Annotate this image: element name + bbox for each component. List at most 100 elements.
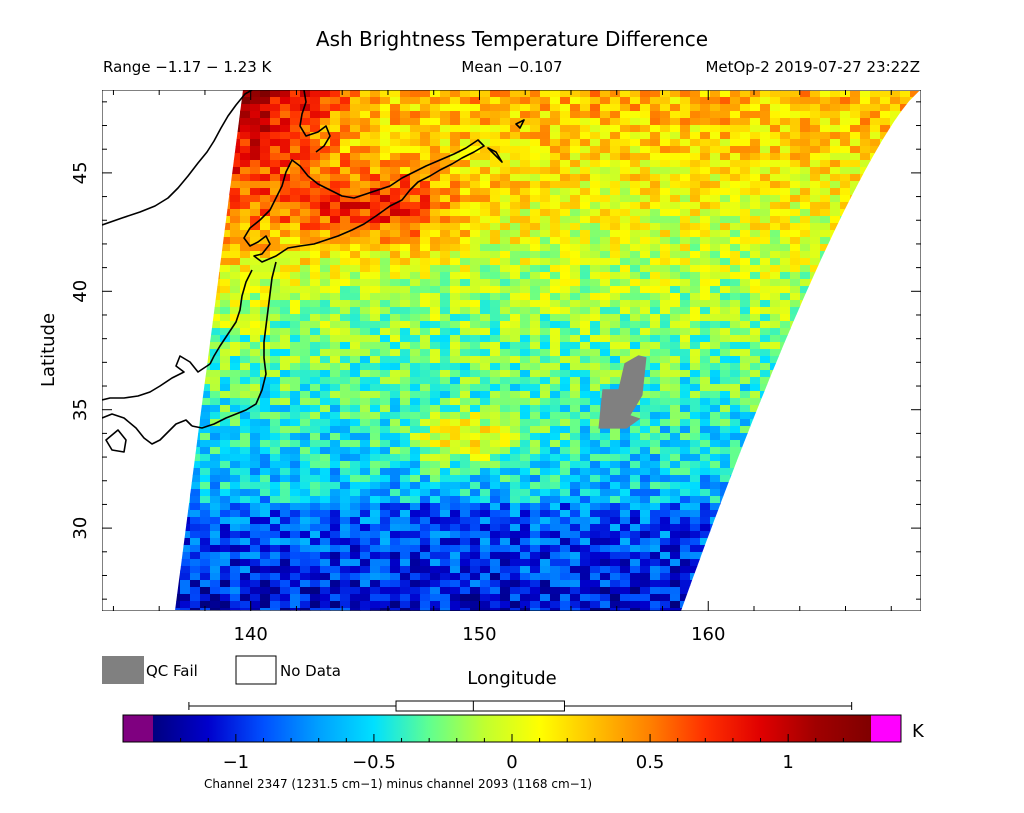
heatmap-cell — [680, 342, 691, 350]
heatmap-cell — [320, 90, 331, 98]
heatmap-cell — [650, 209, 661, 217]
heatmap-cell — [260, 90, 271, 98]
heatmap-cell — [450, 489, 461, 497]
heatmap-cell — [330, 377, 341, 385]
heatmap-cell — [320, 391, 331, 399]
heatmap-cell — [460, 524, 471, 532]
heatmap-cell — [430, 552, 441, 560]
heatmap-cell — [210, 608, 221, 611]
heatmap-cell — [630, 279, 641, 287]
heatmap-cell — [680, 146, 691, 154]
heatmap-cell — [810, 132, 821, 140]
heatmap-cell — [840, 139, 851, 147]
heatmap-cell — [420, 237, 431, 245]
heatmap-cell — [700, 370, 711, 378]
heatmap-cell — [200, 587, 211, 595]
heatmap-cell — [590, 517, 601, 525]
heatmap-cell — [380, 202, 391, 210]
heatmap-cell — [710, 188, 721, 196]
heatmap-cell — [520, 167, 531, 175]
heatmap-cell — [710, 454, 721, 462]
heatmap-cell — [670, 181, 681, 189]
heatmap-cell — [410, 279, 421, 287]
heatmap-cell — [350, 489, 361, 497]
heatmap-cell — [230, 377, 241, 385]
heatmap-cell — [300, 230, 311, 238]
heatmap-cell — [540, 111, 551, 119]
heatmap-cell — [630, 125, 641, 133]
heatmap-cell — [450, 552, 461, 560]
heatmap-cell — [310, 307, 321, 315]
heatmap-cell — [290, 195, 301, 203]
heatmap-cell — [770, 160, 781, 168]
heatmap-cell — [590, 90, 601, 98]
heatmap-cell — [260, 160, 271, 168]
heatmap-cell — [740, 356, 751, 364]
heatmap-cell — [500, 111, 511, 119]
heatmap-cell — [720, 279, 731, 287]
heatmap-cell — [750, 216, 761, 224]
heatmap-cell — [480, 209, 491, 217]
heatmap-cell — [420, 342, 431, 350]
heatmap-cell — [490, 104, 501, 112]
heatmap-cell — [320, 356, 331, 364]
heatmap-cell — [230, 265, 241, 273]
heatmap-cell — [240, 552, 251, 560]
heatmap-cell — [310, 216, 321, 224]
heatmap-cell — [570, 286, 581, 294]
heatmap-cell — [520, 244, 531, 252]
heatmap-cell — [670, 335, 681, 343]
heatmap-cell — [270, 132, 281, 140]
heatmap-cell — [270, 342, 281, 350]
heatmap-cell — [300, 440, 311, 448]
heatmap-cell — [530, 321, 541, 329]
heatmap-cell — [610, 608, 621, 611]
heatmap-cell — [580, 335, 591, 343]
heatmap-cell — [680, 398, 691, 406]
heatmap-cell — [270, 601, 281, 609]
heatmap-cell — [670, 139, 681, 147]
heatmap-cell — [660, 405, 671, 413]
heatmap-cell — [320, 244, 331, 252]
heatmap-cell — [710, 146, 721, 154]
heatmap-cell — [320, 538, 331, 546]
heatmap-cell — [480, 174, 491, 182]
heatmap-cell — [750, 293, 761, 301]
heatmap-cell — [450, 286, 461, 294]
heatmap-cell — [820, 209, 831, 217]
heatmap-cell — [290, 349, 301, 357]
heatmap-cell — [210, 482, 221, 490]
heatmap-cell — [770, 356, 781, 364]
heatmap-cell — [290, 601, 301, 609]
heatmap-cell — [680, 160, 691, 168]
heatmap-cell — [680, 510, 691, 518]
heatmap-cell — [500, 405, 511, 413]
heatmap-cell — [770, 251, 781, 259]
heatmap-cell — [700, 307, 711, 315]
heatmap-cell — [320, 419, 331, 427]
heatmap-cell — [500, 174, 511, 182]
heatmap-cell — [320, 517, 331, 525]
heatmap-cell — [470, 146, 481, 154]
heatmap-cell — [360, 587, 371, 595]
heatmap-cell — [530, 258, 541, 266]
heatmap-cell — [680, 293, 691, 301]
heatmap-cell — [220, 482, 231, 490]
heatmap-cell — [200, 356, 211, 364]
heatmap-cell — [470, 503, 481, 511]
heatmap-cell — [580, 314, 591, 322]
heatmap-cell — [190, 510, 201, 518]
heatmap-cell — [400, 202, 411, 210]
heatmap-cell — [370, 545, 381, 553]
heatmap-cell — [190, 587, 201, 595]
heatmap-cell — [840, 188, 851, 196]
heatmap-cell — [350, 363, 361, 371]
heatmap-cell — [240, 398, 251, 406]
heatmap-cell — [670, 209, 681, 217]
heatmap-cell — [520, 573, 531, 581]
heatmap-cell — [300, 293, 311, 301]
heatmap-cell — [300, 160, 311, 168]
heatmap-cell — [310, 510, 321, 518]
heatmap-cell — [590, 125, 601, 133]
heatmap-cell — [420, 384, 431, 392]
